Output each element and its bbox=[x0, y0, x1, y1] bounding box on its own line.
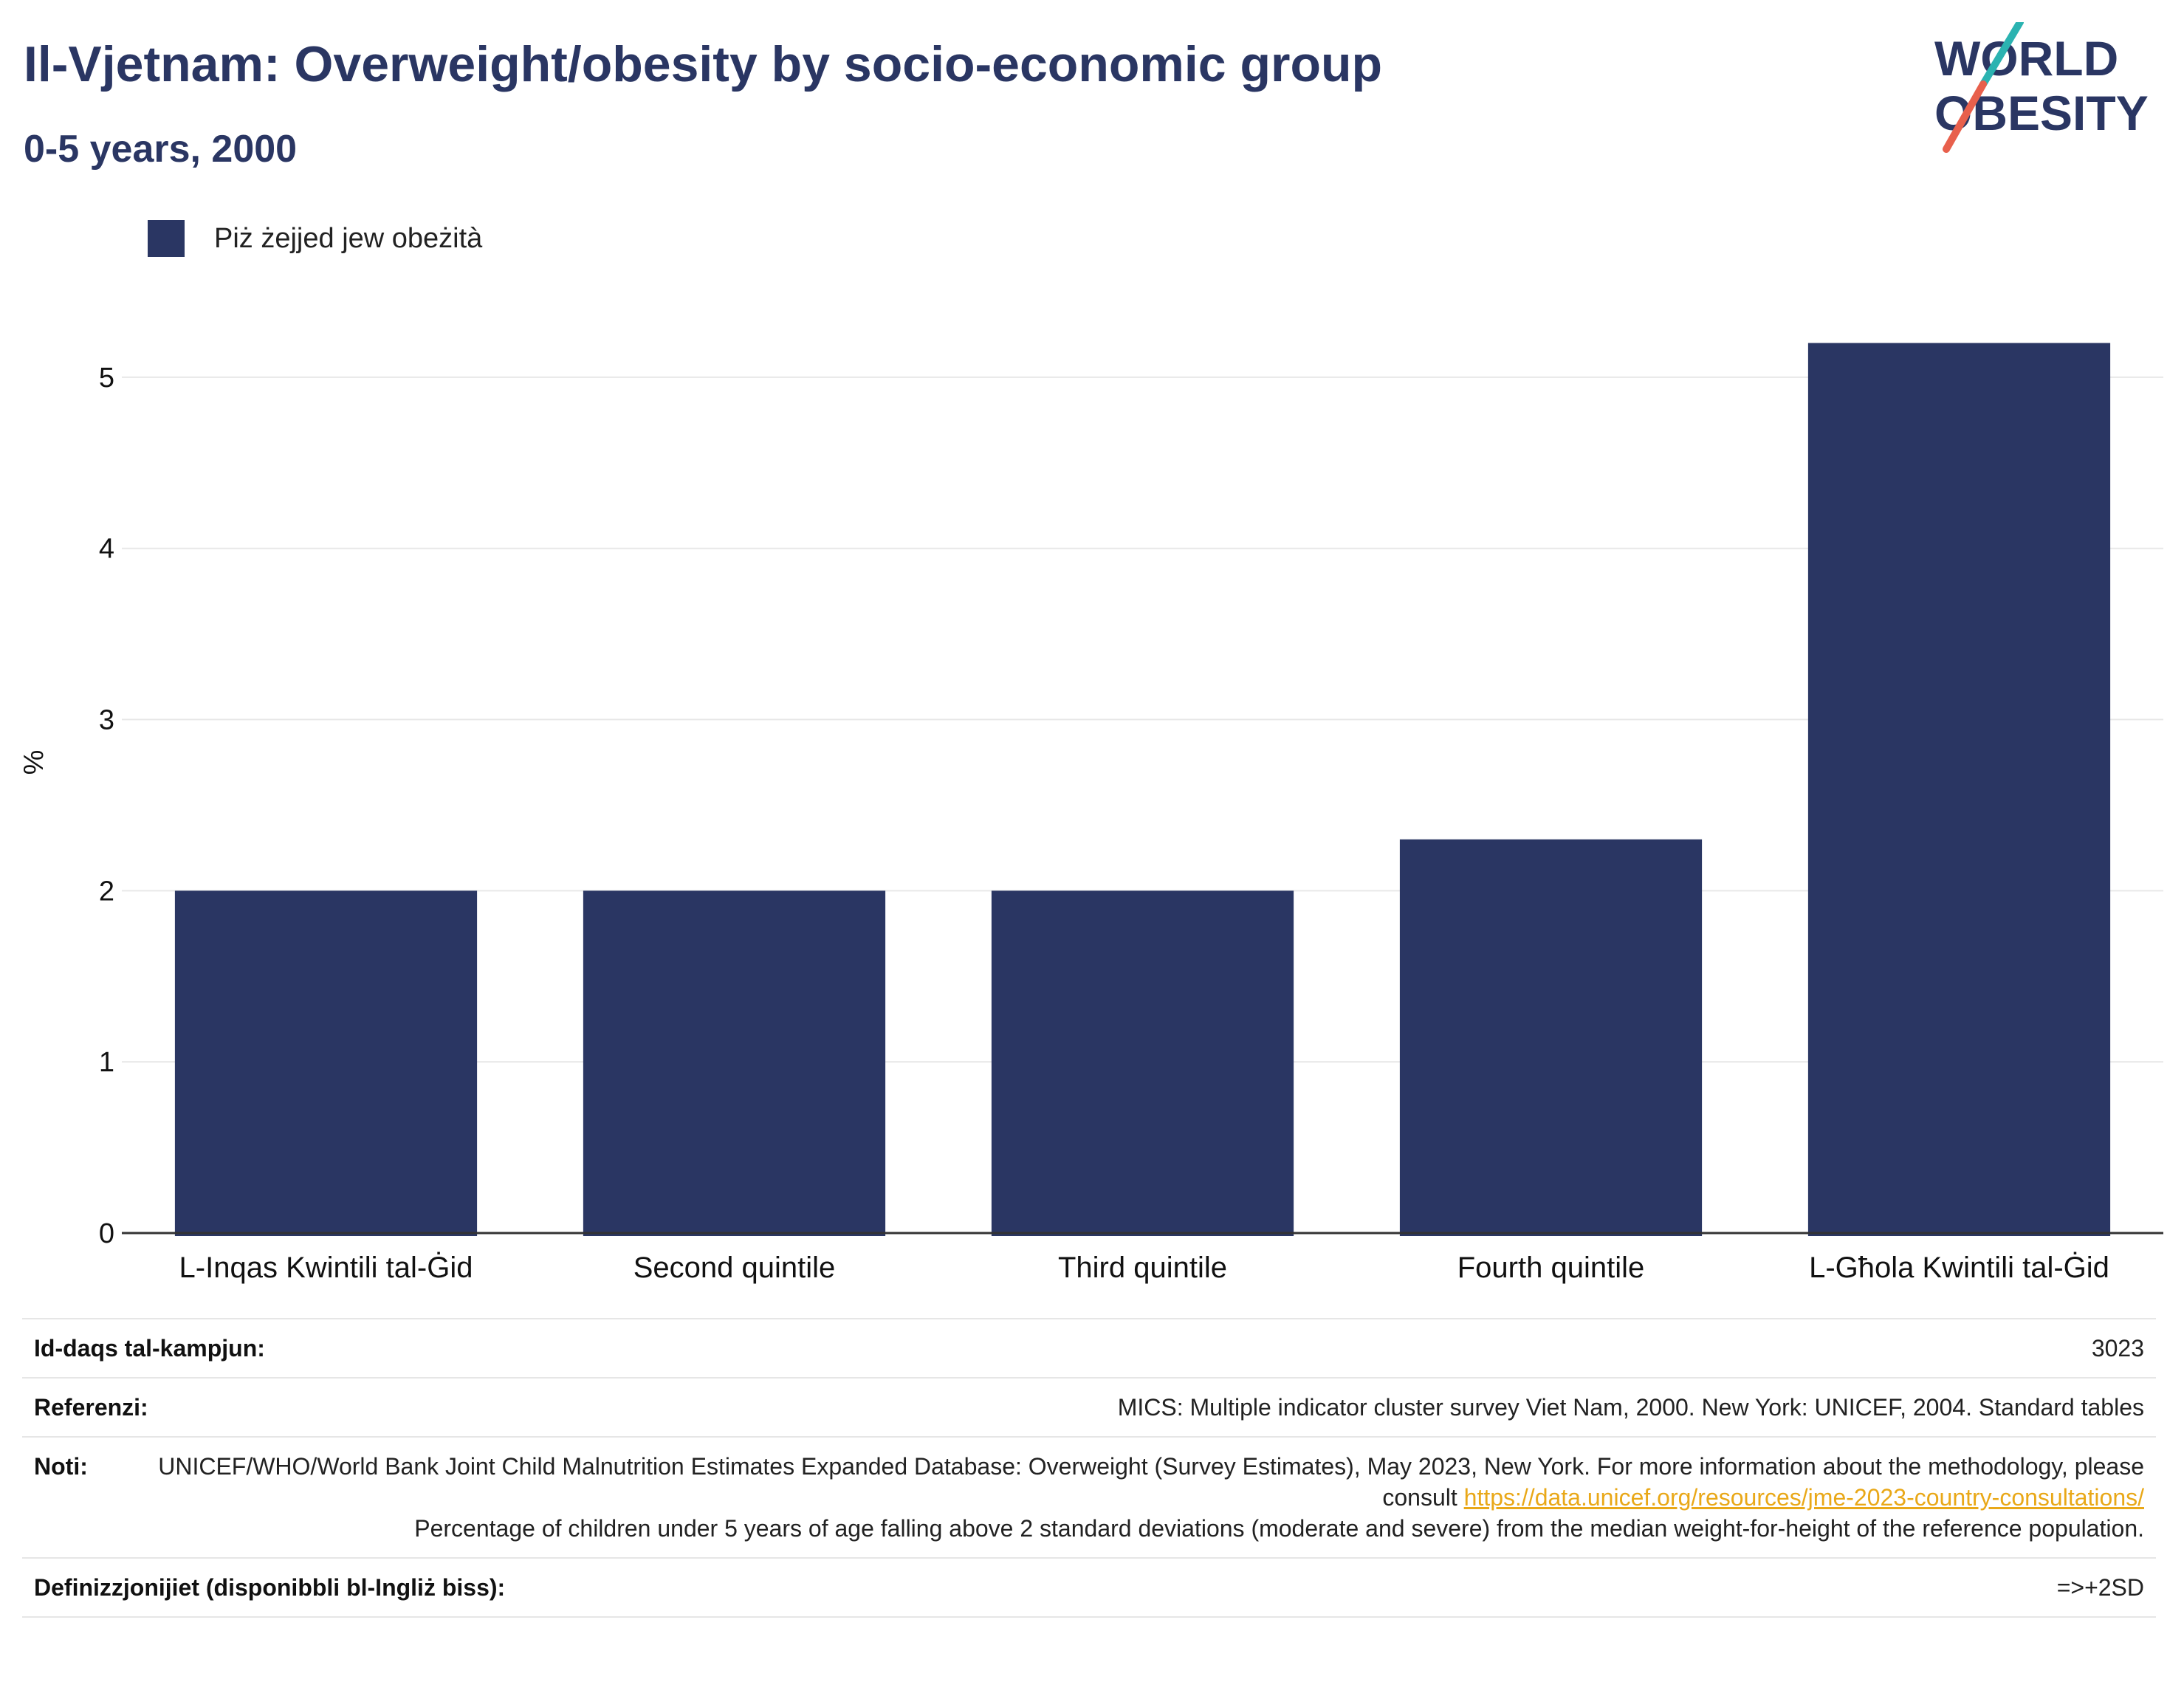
info-row-references: Referenzi: MICS: Multiple indicator clus… bbox=[22, 1377, 2156, 1436]
notes-text-2: Percentage of children under 5 years of … bbox=[414, 1515, 2144, 1542]
y-axis-label: % bbox=[18, 750, 49, 775]
chart-legend: Piż żejjed jew obeżità bbox=[148, 220, 482, 257]
bars bbox=[174, 343, 2111, 1237]
x-category-label: Second quintile bbox=[633, 1252, 836, 1284]
sample-size-key: Id-daqs tal-kampjun: bbox=[34, 1335, 265, 1362]
y-tick-label: 5 bbox=[99, 363, 114, 394]
logo-line1: WORLD bbox=[1934, 31, 2118, 86]
x-category-label: L-Għola Kwintili tal-Ġid bbox=[1809, 1251, 2109, 1284]
notes-text-1: UNICEF/WHO/World Bank Joint Child Malnut… bbox=[158, 1453, 2144, 1511]
chart-subtitle: 0-5 years, 2000 bbox=[24, 128, 298, 171]
bar bbox=[174, 890, 478, 1236]
references-value: MICS: Multiple indicator cluster survey … bbox=[1117, 1394, 2144, 1421]
legend-swatch bbox=[148, 220, 185, 257]
x-category-label: L-Inqas Kwintili tal-Ġid bbox=[179, 1251, 473, 1284]
x-category-label: Fourth quintile bbox=[1457, 1252, 1644, 1284]
x-category-label: Third quintile bbox=[1058, 1252, 1227, 1284]
references-key: Referenzi: bbox=[34, 1394, 148, 1421]
y-tick-label: 0 bbox=[99, 1218, 114, 1249]
x-category-labels: L-Inqas Kwintili tal-Ġid Second quintile T… bbox=[179, 1251, 2109, 1284]
chart-title: Il-Vjetnam: Overweight/obesity by socio-… bbox=[24, 36, 1383, 92]
info-row-sample-size: Id-daqs tal-kampjun: 3023 bbox=[22, 1318, 2156, 1377]
y-tick-labels: 0 1 2 3 4 5 bbox=[99, 363, 114, 1249]
info-row-notes: Noti: UNICEF/WHO/World Bank Joint Child … bbox=[22, 1436, 2156, 1557]
definitions-key: Definizzjonijiet (disponibbli bl-Ingliż … bbox=[34, 1574, 506, 1601]
bar bbox=[991, 890, 1294, 1236]
definitions-value: =>+2SD bbox=[2056, 1574, 2144, 1601]
bar bbox=[1399, 839, 1703, 1236]
y-tick-label: 1 bbox=[99, 1047, 114, 1078]
bar bbox=[1807, 343, 2111, 1237]
y-tick-label: 2 bbox=[99, 876, 114, 907]
info-table: Id-daqs tal-kampjun: 3023 Referenzi: MIC… bbox=[22, 1318, 2156, 1618]
info-row-definitions: Definizzjonijiet (disponibbli bl-Ingliż … bbox=[22, 1557, 2156, 1618]
notes-key: Noti: bbox=[34, 1453, 88, 1480]
y-tick-label: 3 bbox=[99, 705, 114, 736]
world-obesity-logo: WORLD OBESITY bbox=[1934, 22, 2149, 153]
sample-size-value: 3023 bbox=[2091, 1335, 2144, 1362]
bar bbox=[583, 890, 886, 1236]
y-tick-label: 4 bbox=[99, 534, 114, 565]
bar-chart: 0 1 2 3 4 5 L-Inqas Kwintili tal-Ġid Second qu… bbox=[18, 343, 2163, 1284]
notes-value: UNICEF/WHO/World Bank Joint Child Malnut… bbox=[132, 1451, 2144, 1544]
methodology-link[interactable]: https://data.unicef.org/resources/jme-20… bbox=[1463, 1484, 2144, 1511]
legend-label: Piż żejjed jew obeżità bbox=[214, 222, 483, 254]
